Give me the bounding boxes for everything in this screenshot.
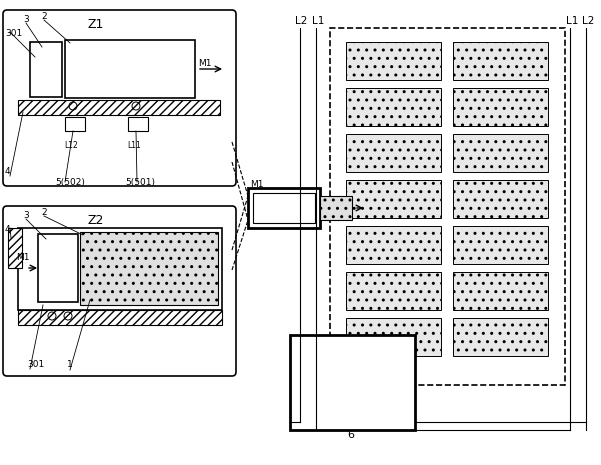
Text: 2: 2 xyxy=(41,208,47,217)
Text: L12: L12 xyxy=(64,141,78,150)
Text: 1: 1 xyxy=(67,360,73,369)
Bar xyxy=(453,88,548,126)
Text: 3: 3 xyxy=(23,15,29,24)
FancyBboxPatch shape xyxy=(3,206,236,376)
Text: M1: M1 xyxy=(250,180,263,189)
Bar xyxy=(8,228,22,268)
Text: L2: L2 xyxy=(295,16,307,26)
Bar xyxy=(253,193,315,223)
Bar xyxy=(346,272,441,310)
Bar xyxy=(346,226,441,264)
Text: Z2: Z2 xyxy=(87,214,103,227)
Text: 2: 2 xyxy=(41,12,47,21)
Text: Z1: Z1 xyxy=(87,18,103,31)
Text: 301: 301 xyxy=(5,29,22,38)
Text: L11: L11 xyxy=(127,141,141,150)
Bar xyxy=(80,232,218,305)
Bar xyxy=(248,188,320,228)
Text: 3: 3 xyxy=(23,211,29,220)
Text: M1: M1 xyxy=(198,59,212,68)
Bar xyxy=(330,28,565,385)
Bar xyxy=(346,42,441,80)
Bar xyxy=(290,335,415,430)
Bar xyxy=(320,196,352,220)
Bar xyxy=(128,117,148,131)
Bar xyxy=(38,234,78,302)
Bar xyxy=(453,42,548,80)
Text: 5(502): 5(502) xyxy=(55,178,85,187)
Bar xyxy=(346,318,441,356)
Text: L1: L1 xyxy=(312,16,325,26)
Bar xyxy=(453,180,548,218)
Text: 4: 4 xyxy=(5,167,11,176)
Bar xyxy=(346,134,441,172)
Text: 5(501): 5(501) xyxy=(125,178,155,187)
Text: L2: L2 xyxy=(582,16,594,26)
Bar xyxy=(453,272,548,310)
Text: 4: 4 xyxy=(5,225,11,234)
Bar xyxy=(18,228,222,310)
Text: 6: 6 xyxy=(347,430,355,440)
Bar xyxy=(453,318,548,356)
Bar xyxy=(65,40,195,98)
Bar xyxy=(453,134,548,172)
Bar xyxy=(18,310,222,325)
Text: 301: 301 xyxy=(27,360,44,369)
Bar xyxy=(18,100,220,115)
Bar xyxy=(346,88,441,126)
FancyBboxPatch shape xyxy=(3,10,236,186)
Text: L1: L1 xyxy=(566,16,578,26)
Bar xyxy=(453,226,548,264)
Bar xyxy=(65,117,85,131)
Bar xyxy=(30,42,62,97)
Text: M1: M1 xyxy=(16,253,29,262)
Bar xyxy=(346,180,441,218)
